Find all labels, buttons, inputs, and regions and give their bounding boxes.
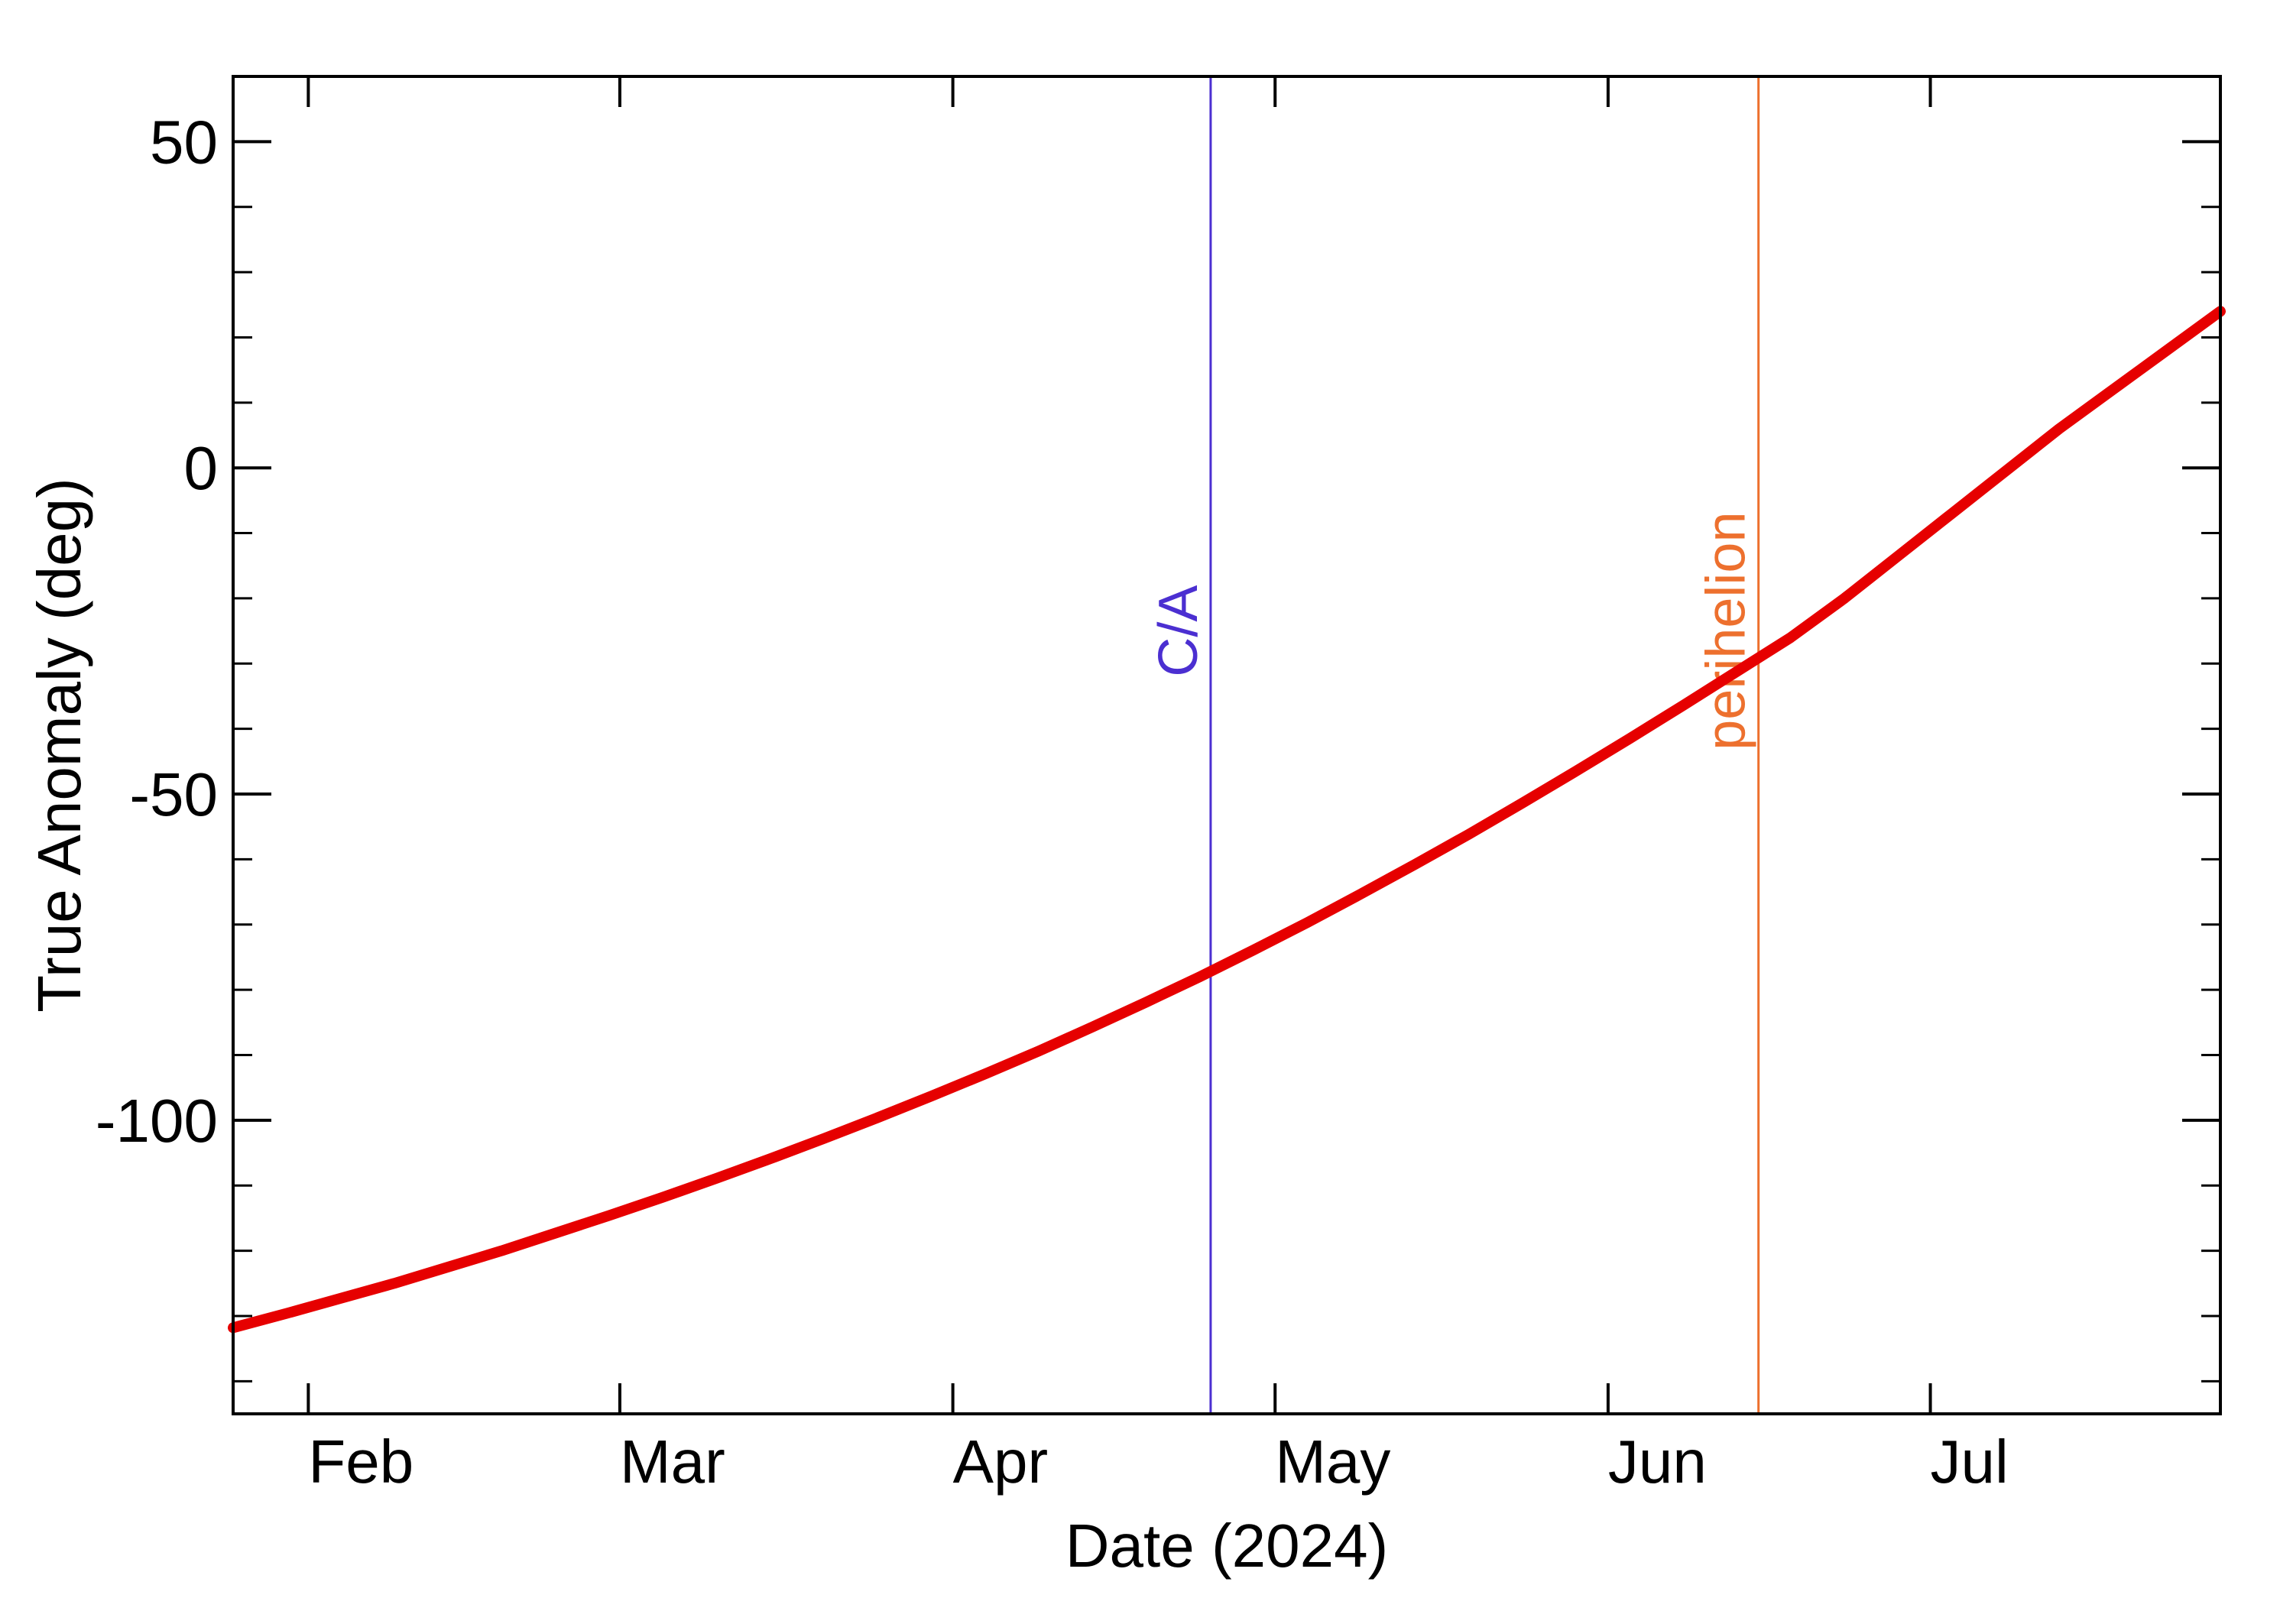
y-tick-label: -50 bbox=[129, 760, 218, 828]
perihelion-label: perihelion bbox=[1696, 511, 1757, 750]
x-tick-label: Jun bbox=[1608, 1428, 1707, 1496]
x-tick-label: Mar bbox=[620, 1428, 725, 1496]
y-tick-label: -100 bbox=[96, 1087, 218, 1155]
x-tick-label: Apr bbox=[953, 1428, 1049, 1496]
y-tick-label: 50 bbox=[150, 108, 218, 176]
true-anomaly-chart: C/A perihelion Feb Mar Apr May Jun Jul -100 -50 0 5… bbox=[0, 0, 2293, 1624]
y-tick-label: 0 bbox=[184, 434, 219, 502]
chart-background bbox=[0, 0, 2293, 1624]
x-tick-label: Feb bbox=[308, 1428, 414, 1496]
y-axis-label: True Anomaly (deg) bbox=[25, 478, 93, 1013]
closest_approach-label: C/A bbox=[1148, 585, 1209, 677]
x-axis-label: Date (2024) bbox=[1065, 1512, 1388, 1580]
x-tick-label: Jul bbox=[1931, 1428, 2009, 1496]
x-tick-label: May bbox=[1275, 1428, 1390, 1496]
